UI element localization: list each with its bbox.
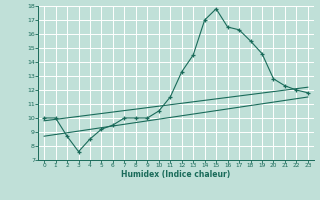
X-axis label: Humidex (Indice chaleur): Humidex (Indice chaleur)	[121, 170, 231, 179]
